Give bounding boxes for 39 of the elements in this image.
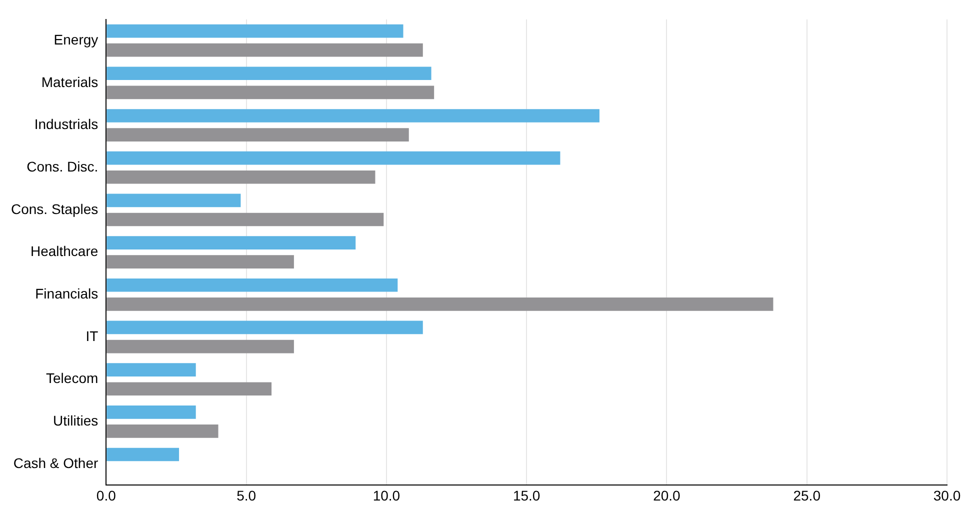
x-tick-label: 10.0: [372, 487, 400, 504]
y-tick-label: IT: [86, 328, 99, 344]
y-tick-label: Telecom: [46, 370, 98, 386]
bar: [106, 298, 774, 311]
bar: [106, 128, 409, 142]
bar: [106, 424, 218, 438]
bar: [106, 278, 398, 292]
bar: [106, 382, 272, 396]
bar: [106, 109, 600, 122]
x-tick-label: 15.0: [512, 487, 540, 504]
y-tick-label: Utilities: [53, 412, 98, 429]
bar: [106, 170, 376, 184]
y-tick-label: Financials: [35, 286, 98, 302]
x-tick-label: 30.0: [933, 487, 961, 504]
bar: [106, 340, 294, 354]
y-tick-label: Energy: [54, 31, 98, 48]
bar: [106, 255, 294, 268]
y-tick-label: Materials: [41, 74, 98, 90]
y-tick-label: Industrials: [34, 116, 98, 132]
x-tick-label: 20.0: [653, 487, 681, 504]
x-tick-label: 25.0: [793, 487, 821, 504]
bar: [106, 405, 196, 419]
y-tick-label: Cash & Other: [13, 454, 98, 471]
y-tick-label: Cons. Staples: [10, 200, 98, 217]
bar: [106, 86, 434, 100]
bar: [106, 194, 241, 208]
bar: [106, 24, 404, 38]
bar: [106, 363, 196, 376]
bar: [106, 66, 432, 80]
bar: [106, 448, 180, 462]
bar: [106, 212, 384, 226]
bar: [106, 151, 560, 165]
y-tick-label: Healthcare: [30, 243, 98, 260]
y-tick-label: Cons. Disc.: [26, 158, 98, 174]
bar: [106, 236, 356, 250]
bar: [106, 43, 423, 57]
bar: [106, 320, 423, 334]
x-tick-label: 0.0: [96, 487, 116, 504]
x-tick-label: 5.0: [236, 487, 256, 504]
